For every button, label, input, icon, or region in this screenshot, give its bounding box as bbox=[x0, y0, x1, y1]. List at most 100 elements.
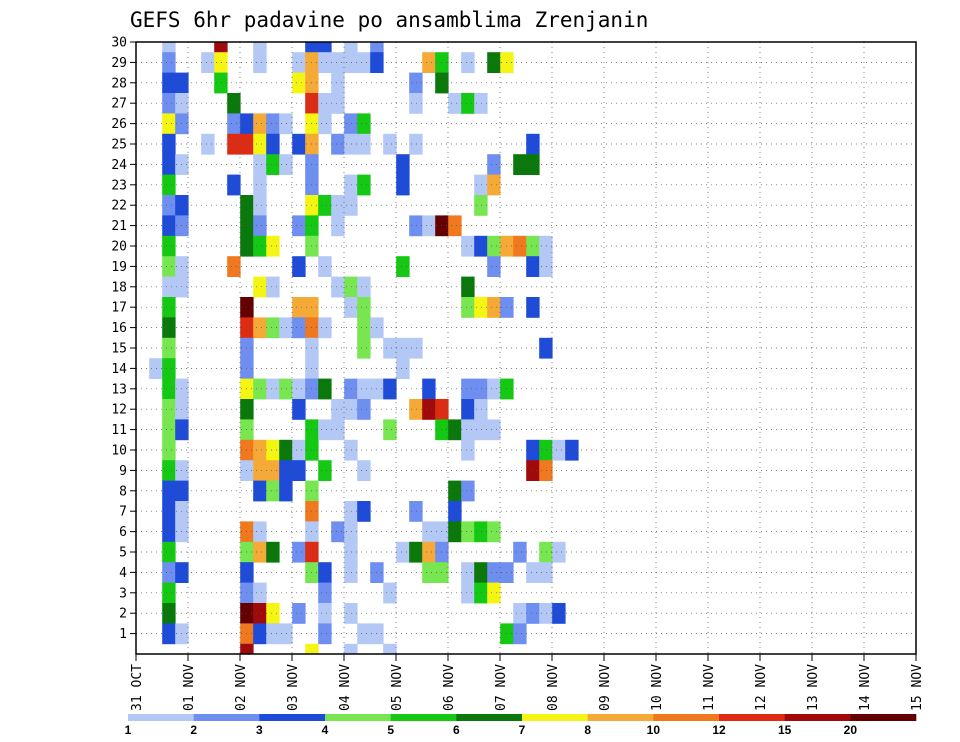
heatmap-cell bbox=[344, 276, 358, 298]
heatmap-cell bbox=[279, 439, 293, 461]
heatmap-cell bbox=[253, 52, 267, 73]
colorbar-label: 7 bbox=[519, 723, 526, 737]
colorbar-swatch bbox=[719, 714, 785, 721]
x-tick-label: 14 NOV bbox=[858, 664, 873, 711]
heatmap-cell bbox=[279, 317, 293, 339]
heatmap-cell bbox=[474, 562, 488, 583]
heatmap-cell bbox=[253, 133, 267, 155]
heatmap-cell bbox=[279, 113, 293, 135]
heatmap-cell bbox=[383, 337, 397, 359]
y-tick-label: 23 bbox=[111, 178, 127, 193]
heatmap-cell bbox=[253, 113, 267, 135]
heatmap-cell bbox=[422, 215, 436, 237]
colorbar-label: 15 bbox=[778, 723, 792, 737]
heatmap-cell bbox=[214, 52, 228, 73]
heatmap-cell bbox=[253, 276, 267, 298]
colorbar-swatch bbox=[850, 714, 917, 721]
y-tick-label: 20 bbox=[111, 240, 127, 255]
heatmap-cell bbox=[474, 235, 488, 257]
heatmap-cell bbox=[487, 419, 501, 441]
x-tick-label: 03 NOV bbox=[286, 664, 301, 711]
heatmap-cell bbox=[266, 460, 280, 481]
heatmap-cell bbox=[539, 235, 553, 257]
heatmap-cell bbox=[292, 133, 306, 155]
heatmap-cell bbox=[409, 93, 423, 114]
y-tick-label: 22 bbox=[111, 199, 127, 214]
heatmap-cell bbox=[487, 174, 501, 196]
heatmap-cell bbox=[357, 297, 371, 318]
heatmap-cell bbox=[266, 439, 280, 461]
heatmap-cell bbox=[357, 337, 371, 359]
colorbar-label: 1 bbox=[125, 723, 132, 737]
heatmap-cell bbox=[474, 521, 488, 543]
x-tick-label: 10 NOV bbox=[650, 664, 665, 711]
heatmap-cell bbox=[266, 154, 280, 175]
heatmap-cell bbox=[253, 623, 267, 645]
heatmap-cell bbox=[344, 541, 358, 563]
colorbar-swatch bbox=[193, 714, 260, 721]
heatmap-cell bbox=[331, 419, 345, 441]
y-tick-label: 30 bbox=[111, 36, 127, 51]
heatmap-cell bbox=[162, 297, 176, 318]
heatmap-cell bbox=[162, 562, 176, 583]
heatmap-cell bbox=[539, 337, 553, 359]
x-tick-label: 31 OCT bbox=[130, 664, 145, 711]
heatmap-cell bbox=[253, 460, 267, 481]
x-tick-label: 12 NOV bbox=[754, 664, 769, 711]
heatmap-cell bbox=[344, 439, 358, 461]
heatmap-cell bbox=[513, 603, 527, 624]
heatmap-cell bbox=[461, 419, 475, 441]
heatmap-cell bbox=[266, 133, 280, 155]
heatmap-cell bbox=[461, 52, 475, 73]
heatmap-cell bbox=[162, 358, 176, 379]
heatmap-cell bbox=[162, 215, 176, 237]
heatmap-cell bbox=[552, 603, 566, 624]
heatmap-cell bbox=[422, 378, 436, 400]
y-tick-label: 11 bbox=[111, 423, 127, 438]
heatmap-cell bbox=[474, 297, 488, 318]
heatmap-cell bbox=[513, 235, 527, 257]
heatmap-cell bbox=[253, 603, 267, 624]
heatmap-cell bbox=[422, 541, 436, 563]
heatmap-cell bbox=[292, 52, 306, 73]
heatmap-cell bbox=[253, 215, 267, 237]
heatmap-cell bbox=[357, 276, 371, 298]
heatmap-cell bbox=[162, 154, 176, 175]
heatmap-cell bbox=[318, 195, 332, 216]
heatmap-cell bbox=[318, 562, 332, 583]
heatmap-cell bbox=[318, 419, 332, 441]
heatmap-cell bbox=[162, 195, 176, 216]
heatmap-cell bbox=[305, 42, 319, 53]
heatmap-cell bbox=[487, 52, 501, 73]
colorbar-label: 5 bbox=[387, 723, 394, 737]
heatmap-cell bbox=[253, 154, 267, 175]
heatmap-cell bbox=[331, 52, 345, 73]
heatmap-cell bbox=[487, 582, 501, 604]
heatmap-cell bbox=[162, 52, 176, 73]
colorbar-swatch bbox=[653, 714, 720, 721]
heatmap-cell bbox=[344, 521, 358, 543]
heatmap-cell bbox=[318, 42, 332, 53]
y-tick-label: 1 bbox=[119, 627, 127, 642]
heatmap-cell bbox=[409, 215, 423, 237]
heatmap-cell bbox=[266, 541, 280, 563]
heatmap-cell bbox=[331, 215, 345, 237]
heatmap-cell bbox=[253, 378, 267, 400]
heatmap-cell bbox=[448, 521, 462, 543]
heatmap-cell bbox=[162, 93, 176, 114]
heatmap-cell bbox=[552, 439, 566, 461]
heatmap-cell bbox=[344, 378, 358, 400]
colorbar-swatch bbox=[259, 714, 326, 721]
heatmap-cell bbox=[305, 643, 319, 655]
heatmap-cell bbox=[292, 378, 306, 400]
heatmap-cell bbox=[448, 93, 462, 114]
heatmap-cell bbox=[409, 133, 423, 155]
heatmap-cell bbox=[448, 215, 462, 237]
heatmap-cell bbox=[474, 399, 488, 420]
y-tick-label: 13 bbox=[111, 382, 127, 397]
heatmap-cell bbox=[292, 541, 306, 563]
heatmap-cell bbox=[266, 378, 280, 400]
heatmap-cell bbox=[344, 42, 358, 53]
heatmap-cell bbox=[162, 623, 176, 645]
